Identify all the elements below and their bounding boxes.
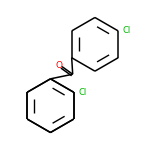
Text: Cl: Cl xyxy=(78,88,87,97)
Text: Cl: Cl xyxy=(123,26,131,35)
Text: O: O xyxy=(55,61,62,70)
